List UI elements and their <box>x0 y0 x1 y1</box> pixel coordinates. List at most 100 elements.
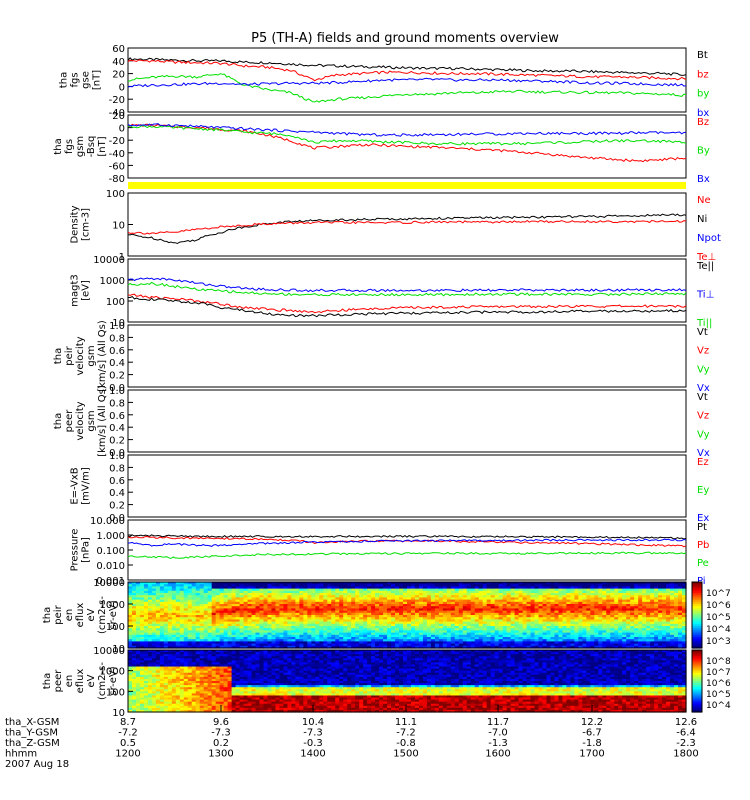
spectrogram-cell <box>594 637 599 640</box>
spectrogram-cell <box>307 610 312 614</box>
spectrogram-cell <box>614 621 619 625</box>
colorbar-tick-label: 10^5 <box>706 613 731 623</box>
spectrogram-cell <box>203 632 209 636</box>
spectrogram-cell <box>658 590 663 594</box>
spectrogram-cell <box>626 615 631 618</box>
spectrogram-cell <box>155 652 161 655</box>
spectrogram-cell <box>195 695 201 699</box>
spectrogram-cell <box>562 588 568 592</box>
spectrogram-cell <box>199 597 205 601</box>
spectrogram-cell <box>223 645 229 649</box>
spectrogram-cell <box>283 632 289 636</box>
spectrogram-cell <box>235 604 241 607</box>
spectrogram-cell <box>446 632 452 636</box>
spectrogram-cell <box>498 621 504 625</box>
spectrogram-cell <box>215 623 221 627</box>
spectrogram-cell <box>263 617 269 620</box>
spectrogram-cell <box>131 586 137 590</box>
spectrogram-cell <box>171 660 177 663</box>
spectrogram-cell <box>526 586 532 590</box>
spectrogram-cell <box>327 599 332 603</box>
spectrogram-cell <box>586 604 591 607</box>
spectrogram-cell <box>582 634 587 638</box>
spectrogram-cell <box>474 617 480 620</box>
spectrogram-cell <box>414 601 420 605</box>
spectrogram-cell <box>407 606 412 609</box>
spectrogram-cell <box>558 582 564 585</box>
spectrogram-cell <box>458 617 464 620</box>
spectrogram-cell <box>510 643 516 647</box>
spectrogram-cell <box>550 630 556 634</box>
spectrogram-cell <box>271 608 277 612</box>
spectrogram-cell <box>598 586 603 590</box>
spectrogram-cell <box>339 619 344 623</box>
spectrogram-cell <box>610 641 615 645</box>
spectrogram-cell <box>187 654 193 657</box>
spectrogram-cell <box>410 606 416 609</box>
spectrogram-cell <box>163 586 169 590</box>
spectrogram-cell <box>446 610 452 614</box>
spectrogram-cell <box>183 619 189 623</box>
spectrogram-cell <box>227 621 233 625</box>
spectrogram-cell <box>410 597 416 601</box>
spectrogram-cell <box>371 593 376 596</box>
spectrogram-cell <box>147 662 153 666</box>
spectrogram-cell <box>251 601 257 605</box>
spectrogram-cell <box>403 617 408 620</box>
spectrogram-cell <box>554 639 560 642</box>
spectrogram-cell <box>135 668 141 672</box>
legend-entry: By <box>697 146 710 157</box>
spectrogram-cell <box>514 623 520 627</box>
spectrogram-cell <box>131 685 137 688</box>
spectrogram-cell <box>143 595 149 598</box>
spectrogram-cell <box>155 593 161 596</box>
spectrogram-cell <box>263 621 269 625</box>
spectrogram-cell <box>207 601 213 605</box>
spectrogram-cell <box>510 599 516 603</box>
spectrogram-cell <box>430 595 436 598</box>
spectrogram-cell <box>650 641 655 645</box>
spectrogram-cell <box>590 608 595 612</box>
spectrogram-cell <box>642 628 647 631</box>
spectrogram-cell <box>327 639 332 642</box>
legend-entry: Te|| <box>696 261 714 272</box>
spectrogram-cell <box>562 584 568 587</box>
spectrogram-cell <box>530 595 536 598</box>
spectrogram-cell <box>650 630 655 634</box>
spectrogram-cell <box>642 612 647 616</box>
spectrogram-cell <box>219 586 225 590</box>
spectrogram-cell <box>128 674 133 678</box>
spectrogram-cell <box>203 590 209 594</box>
spectrogram-cell <box>438 608 444 612</box>
spectrogram-cell <box>462 630 468 634</box>
spectrogram-cell <box>247 643 253 647</box>
spectrogram-cell <box>227 630 233 634</box>
spectrogram-cell <box>594 643 599 647</box>
spectrogram-cell <box>422 641 428 645</box>
spectrogram-cell <box>247 593 253 596</box>
spectrogram-cell <box>375 641 380 645</box>
spectrogram-cell <box>674 621 679 625</box>
spectrogram-cell <box>614 584 619 587</box>
spectrogram-cell <box>422 588 428 592</box>
spectrogram-cell <box>151 676 157 680</box>
spectrogram-cell <box>128 693 133 697</box>
spectrogram-cell <box>498 623 504 627</box>
spectrogram-cell <box>430 584 436 587</box>
spectrogram-cell <box>490 604 496 607</box>
spectrogram-cell <box>478 615 484 618</box>
spectrogram-cell <box>638 626 643 629</box>
spectrogram-cell <box>462 582 468 585</box>
spectrogram-cell <box>562 597 568 601</box>
spectrogram-cell <box>203 595 209 598</box>
spectrogram-cell <box>414 645 420 649</box>
spectrogram-cell <box>407 639 412 642</box>
spectrogram-cell <box>586 641 591 645</box>
spectrogram-cell <box>530 597 536 601</box>
panel-frame <box>127 389 687 453</box>
spectrogram-cell <box>582 628 587 631</box>
spectrogram-cell <box>275 619 281 623</box>
spectrogram-cell <box>291 599 296 603</box>
spectrogram-cell <box>594 595 599 598</box>
spectrogram-cell <box>383 612 388 616</box>
